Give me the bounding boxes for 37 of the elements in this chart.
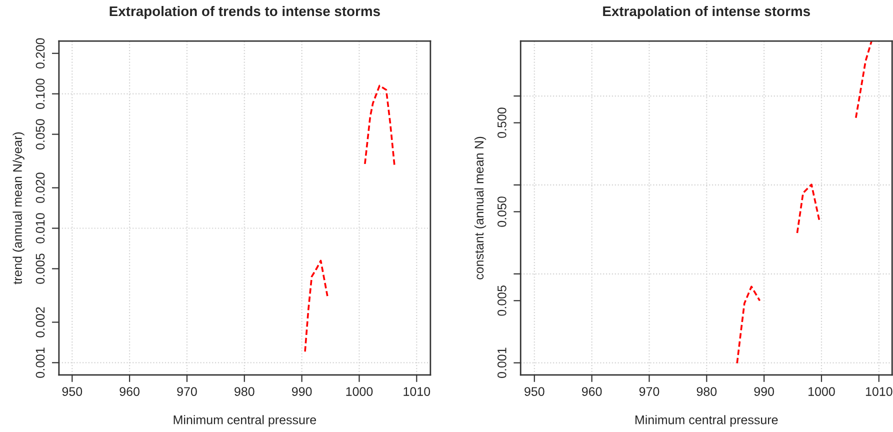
x-tick-label: 1010 xyxy=(404,387,430,396)
line-series xyxy=(796,184,820,234)
line-series xyxy=(364,84,396,168)
y-tick-label: 0.010 xyxy=(36,213,45,244)
x-tick-label: 970 xyxy=(177,387,197,396)
line-series xyxy=(304,260,328,352)
y-tick-label: 0.050 xyxy=(36,119,45,150)
x-tick-label: 1000 xyxy=(346,387,373,396)
y-tick-label: 0.100 xyxy=(36,78,45,109)
x-tick-label: 980 xyxy=(696,387,717,396)
chart-title: Extrapolation of trends to intense storms xyxy=(110,6,380,19)
chart-title: Extrapolation of intense storms xyxy=(603,6,810,19)
y-tick-label: 0.005 xyxy=(36,254,45,284)
x-axis-title: Minimum central pressure xyxy=(174,415,316,427)
x-axis-title: Minimum central pressure xyxy=(635,415,778,427)
y-tick-label: 0.200 xyxy=(36,38,45,69)
y-axis-title: constant (annual mean N) xyxy=(474,136,486,280)
y-tick-label: 0.020 xyxy=(36,172,45,203)
line-series xyxy=(736,286,761,364)
y-tick-label: 0.050 xyxy=(497,196,506,227)
x-tick-label: 950 xyxy=(524,387,544,396)
x-tick-label: 1000 xyxy=(808,387,835,396)
y-tick-label: 0.001 xyxy=(36,348,45,378)
x-tick-label: 990 xyxy=(292,387,312,396)
y-tick-label: 0.500 xyxy=(497,108,506,138)
x-tick-label: 990 xyxy=(754,387,774,396)
x-tick-label: 980 xyxy=(234,387,254,396)
y-tick-label: 0.002 xyxy=(36,307,45,338)
x-tick-label: 960 xyxy=(582,387,602,396)
x-tick-label: 970 xyxy=(639,387,660,396)
y-tick-label: 0.001 xyxy=(497,348,506,378)
y-tick-label: 0.005 xyxy=(497,286,506,316)
line-series xyxy=(854,41,872,119)
x-tick-label: 960 xyxy=(120,387,140,396)
y-axis-title: trend (annual mean N/year) xyxy=(12,132,24,284)
x-tick-label: 1010 xyxy=(866,387,892,396)
x-tick-label: 950 xyxy=(62,387,82,396)
